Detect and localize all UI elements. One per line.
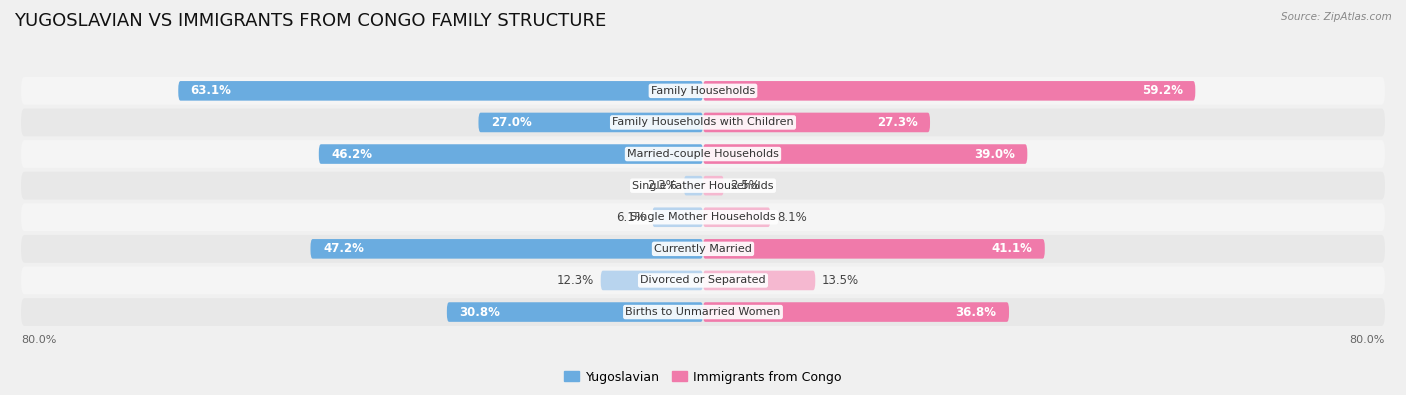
FancyBboxPatch shape	[179, 81, 703, 101]
Text: 63.1%: 63.1%	[191, 85, 232, 97]
Text: 12.3%: 12.3%	[557, 274, 595, 287]
Text: 30.8%: 30.8%	[460, 306, 501, 318]
Text: 36.8%: 36.8%	[956, 306, 997, 318]
Text: Married-couple Households: Married-couple Households	[627, 149, 779, 159]
FancyBboxPatch shape	[21, 298, 1385, 326]
Text: Single Father Households: Single Father Households	[633, 181, 773, 191]
FancyBboxPatch shape	[683, 176, 703, 196]
Text: 2.3%: 2.3%	[648, 179, 678, 192]
Text: Source: ZipAtlas.com: Source: ZipAtlas.com	[1281, 12, 1392, 22]
Text: Single Mother Households: Single Mother Households	[630, 212, 776, 222]
Text: 41.1%: 41.1%	[991, 243, 1032, 255]
FancyBboxPatch shape	[319, 144, 703, 164]
FancyBboxPatch shape	[478, 113, 703, 132]
Text: 80.0%: 80.0%	[21, 335, 56, 345]
Legend: Yugoslavian, Immigrants from Congo: Yugoslavian, Immigrants from Congo	[560, 366, 846, 389]
FancyBboxPatch shape	[703, 81, 1195, 101]
Text: 2.5%: 2.5%	[731, 179, 761, 192]
Text: 47.2%: 47.2%	[323, 243, 364, 255]
FancyBboxPatch shape	[311, 239, 703, 259]
FancyBboxPatch shape	[703, 239, 1045, 259]
Text: Family Households with Children: Family Households with Children	[612, 117, 794, 128]
FancyBboxPatch shape	[703, 176, 724, 196]
Text: 27.0%: 27.0%	[491, 116, 531, 129]
Text: YUGOSLAVIAN VS IMMIGRANTS FROM CONGO FAMILY STRUCTURE: YUGOSLAVIAN VS IMMIGRANTS FROM CONGO FAM…	[14, 12, 606, 30]
FancyBboxPatch shape	[21, 140, 1385, 168]
FancyBboxPatch shape	[703, 302, 1010, 322]
Text: 27.3%: 27.3%	[877, 116, 918, 129]
Text: Divorced or Separated: Divorced or Separated	[640, 275, 766, 286]
Text: 59.2%: 59.2%	[1142, 85, 1182, 97]
Text: Family Households: Family Households	[651, 86, 755, 96]
FancyBboxPatch shape	[21, 235, 1385, 263]
Text: 39.0%: 39.0%	[974, 148, 1015, 160]
FancyBboxPatch shape	[703, 144, 1028, 164]
FancyBboxPatch shape	[652, 207, 703, 227]
Text: 46.2%: 46.2%	[332, 148, 373, 160]
FancyBboxPatch shape	[21, 172, 1385, 199]
Text: 8.1%: 8.1%	[778, 211, 807, 224]
FancyBboxPatch shape	[21, 77, 1385, 105]
FancyBboxPatch shape	[600, 271, 703, 290]
FancyBboxPatch shape	[703, 113, 929, 132]
FancyBboxPatch shape	[703, 207, 770, 227]
FancyBboxPatch shape	[21, 267, 1385, 294]
FancyBboxPatch shape	[21, 203, 1385, 231]
FancyBboxPatch shape	[703, 271, 815, 290]
Text: Births to Unmarried Women: Births to Unmarried Women	[626, 307, 780, 317]
Text: 6.1%: 6.1%	[616, 211, 645, 224]
Text: Currently Married: Currently Married	[654, 244, 752, 254]
Text: 80.0%: 80.0%	[1350, 335, 1385, 345]
FancyBboxPatch shape	[447, 302, 703, 322]
Text: 13.5%: 13.5%	[823, 274, 859, 287]
FancyBboxPatch shape	[21, 109, 1385, 136]
